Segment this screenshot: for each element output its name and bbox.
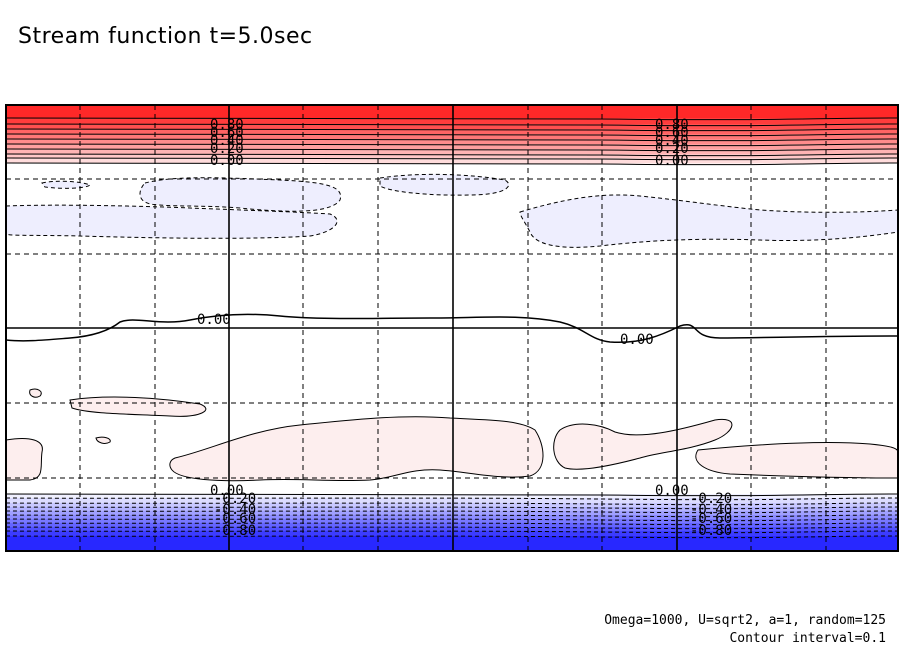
contour-label-bottom: -0.20 [214, 491, 256, 507]
positive-contour [6, 153, 898, 157]
positive-blob [695, 442, 898, 479]
parameter-subtitle: Omega=1000, U=sqrt2, a=1, random=125 [604, 613, 886, 628]
positive-blob [29, 388, 42, 398]
positive-contour [6, 148, 898, 152]
contour-label-top: 0.00 [655, 153, 689, 169]
negative-level-fill [6, 531, 898, 537]
positive-contour [6, 133, 898, 137]
contour-label-top: 0.40 [655, 133, 689, 149]
negative-blob [41, 180, 91, 189]
negative-contour [6, 526, 898, 530]
negative-level-fill [6, 494, 898, 499]
contour-label-top: 0.60 [655, 125, 689, 141]
contour-label-top: 0.60 [210, 125, 244, 141]
negative-band [6, 493, 898, 551]
positive-level-fill [6, 129, 898, 135]
negative-blob [519, 194, 898, 248]
positive-contour [6, 162, 898, 166]
negative-contour [6, 497, 898, 501]
contour-label-zero: 0.00 [197, 312, 231, 328]
contour-label-bottom: -0.80 [214, 523, 256, 539]
contour-label-bottom: 0.00 [210, 483, 244, 499]
positive-contour [6, 138, 898, 142]
positive-level-fill [6, 134, 898, 140]
contour-label-top: 0.00 [210, 153, 244, 169]
positive-level-fill [6, 139, 898, 145]
chart-title: Stream function t=5.0sec [18, 24, 313, 49]
contour-label-bottom: -0.60 [214, 511, 256, 527]
negative-level-fill [6, 523, 898, 528]
negative-contour [6, 506, 898, 510]
contour-label-top: 0.40 [210, 133, 244, 149]
contour-label-top: 0.80 [210, 117, 244, 133]
positive-level-fill [6, 154, 898, 159]
contour-label-bottom: -0.40 [214, 502, 256, 518]
negative-level-fill [6, 519, 898, 524]
positive-contour [6, 157, 898, 161]
positive-contour [6, 123, 898, 127]
positive-level-fill [6, 158, 898, 164]
contour-label-bottom: -0.80 [690, 523, 732, 539]
negative-level-fill [6, 515, 898, 520]
plot-frame [5, 104, 899, 552]
positive-level-fill [6, 118, 898, 125]
negative-contour [6, 530, 898, 534]
negative-contour [6, 510, 898, 514]
positive-level-fill [6, 124, 898, 130]
negative-level-fill [6, 511, 898, 516]
negative-contour [6, 514, 898, 518]
contour-label-top: 0.20 [210, 141, 244, 157]
negative-contour [6, 535, 898, 539]
negative-level-fill [6, 498, 898, 504]
contour-label-top: 0.80 [655, 117, 689, 133]
contour-label-top: 0.20 [655, 141, 689, 157]
positive-band [6, 105, 898, 166]
zero-contour-line [6, 313, 898, 344]
positive-contour [6, 143, 898, 147]
negative-contour [6, 493, 898, 497]
negative-level-fill [6, 507, 898, 512]
negative-blob [379, 173, 510, 196]
positive-contour [6, 117, 898, 121]
contour-label-bottom: 0.00 [655, 483, 689, 499]
positive-blob [169, 416, 544, 482]
negative-blob [139, 177, 342, 212]
positive-level-fill [6, 105, 898, 119]
contour-label-bottom: -0.40 [690, 502, 732, 518]
positive-blob [553, 418, 733, 470]
negative-level-fill [6, 536, 898, 551]
grid [6, 105, 898, 551]
contour-label-zero: 0.00 [620, 332, 654, 348]
negative-level-fill [6, 527, 898, 532]
negative-contour [6, 522, 898, 526]
positive-contour [6, 128, 898, 132]
contour-label-bottom: -0.60 [690, 511, 732, 527]
positive-blob [95, 436, 111, 444]
contour-interval-note: Contour interval=0.1 [729, 631, 886, 646]
negative-contour [6, 518, 898, 522]
positive-blob [6, 438, 43, 481]
negative-level-fill [6, 503, 898, 508]
negative-contour [6, 502, 898, 506]
contour-label-bottom: -0.20 [690, 491, 732, 507]
positive-blob [69, 396, 207, 417]
positive-level-fill [6, 149, 898, 155]
positive-level-fill [6, 144, 898, 150]
